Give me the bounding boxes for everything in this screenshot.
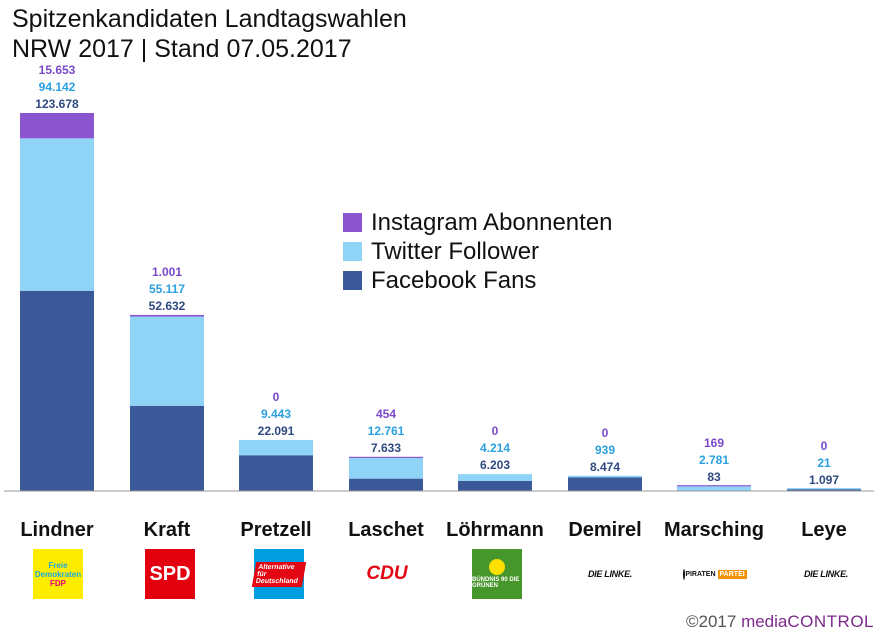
value-label-facebook-7: 83 — [707, 470, 721, 484]
value-label-facebook-4: 7.633 — [371, 441, 401, 455]
linke-logo-2: DIE LINKE. — [801, 549, 851, 599]
bar-twitter-4 — [349, 457, 423, 479]
fdp-logo-text-3: FDP — [50, 578, 66, 588]
piraten-logo: PIRATEN PARTEI — [683, 549, 747, 599]
legend-swatch-instagram — [343, 213, 362, 232]
bar-twitter-8 — [787, 488, 861, 490]
bar-facebook-5 — [458, 480, 532, 491]
bar-instagram-2 — [130, 314, 204, 317]
category-label-7: Marsching — [664, 519, 764, 541]
bar-twitter-3 — [239, 439, 313, 456]
value-label-instagram-2: 1.001 — [152, 265, 182, 279]
copyright-notice: ©2017 mediaCONTROL — [686, 612, 874, 632]
copyright-brand-2: CONTROL — [787, 612, 874, 631]
category-label-3: Pretzell — [240, 519, 311, 541]
labels-layer: 123.678 94.142 15.653 Lindner 52.632 55.117 1.… — [20, 63, 846, 541]
title-line-1: Spitzenkandidaten Landtagswahlen — [12, 5, 407, 33]
gruene-logo: BÜNDNIS 90 DIE GRÜNEN — [472, 549, 522, 599]
value-label-twitter-6: 939 — [595, 443, 615, 457]
spd-logo: SPD — [145, 549, 195, 599]
bars-layer — [20, 113, 861, 491]
bar-facebook-1 — [20, 290, 94, 491]
value-label-instagram-4: 454 — [376, 407, 396, 421]
bar-instagram-7 — [677, 485, 751, 487]
cdu-logo-text: CDU — [366, 563, 408, 584]
category-label-6: Demirel — [568, 519, 641, 541]
copyright-brand-1: media — [741, 612, 788, 631]
afd-logo-text: Alternative für Deutschland — [251, 561, 307, 587]
copyright-prefix: ©2017 — [685, 612, 742, 631]
value-label-facebook-5: 6.203 — [480, 458, 510, 472]
value-label-twitter-8: 21 — [817, 456, 831, 470]
bar-instagram-4 — [349, 456, 423, 458]
fdp-logo-text-1: Freie — [48, 560, 68, 570]
value-label-instagram-7: 169 — [704, 436, 724, 450]
piraten-logo-text: PIRATEN — [685, 570, 716, 578]
value-label-twitter-7: 2.781 — [699, 453, 729, 467]
bar-twitter-7 — [677, 486, 751, 491]
title-line-2: NRW 2017 | Stand 07.05.2017 — [12, 35, 352, 63]
value-label-facebook-8: 1.097 — [809, 473, 839, 487]
legend-label-facebook: Facebook Fans — [371, 266, 537, 294]
gruene-logo-text: BÜNDNIS 90 DIE GRÜNEN — [472, 577, 520, 589]
value-label-twitter-5: 4.214 — [480, 441, 510, 455]
bar-twitter-2 — [130, 316, 204, 406]
category-label-5: Löhrmann — [446, 519, 544, 541]
cdu-logo: CDU — [362, 549, 412, 599]
sunflower-icon — [489, 559, 505, 575]
value-label-facebook-6: 8.474 — [590, 460, 620, 474]
legend-swatch-facebook — [343, 271, 362, 290]
value-label-instagram-5: 0 — [492, 424, 499, 438]
value-label-twitter-4: 12.761 — [368, 424, 405, 438]
fdp-logo-text-2: Demokraten — [34, 569, 82, 579]
bar-facebook-4 — [349, 478, 423, 491]
bar-instagram-1 — [20, 113, 94, 139]
value-label-instagram-6: 0 — [602, 426, 609, 440]
legend-item-twitter: Twitter Follower — [343, 237, 613, 266]
piraten-sail-icon — [683, 568, 686, 580]
value-label-facebook-3: 22.091 — [258, 424, 295, 438]
value-label-twitter-1: 94.142 — [39, 80, 76, 94]
bar-twitter-1 — [20, 138, 94, 291]
chart-title: Spitzenkandidaten Landtagswahlen NRW 201… — [12, 4, 407, 64]
value-label-facebook-2: 52.632 — [149, 299, 186, 313]
category-label-1: Lindner — [20, 519, 94, 541]
value-label-instagram-1: 15.653 — [39, 63, 76, 77]
value-label-facebook-1: 123.678 — [35, 97, 79, 111]
value-label-twitter-2: 55.117 — [149, 282, 185, 296]
legend-item-facebook: Facebook Fans — [343, 266, 613, 295]
bar-facebook-6 — [568, 477, 642, 491]
category-label-8: Leye — [801, 519, 847, 541]
bar-facebook-8 — [787, 489, 861, 491]
legend-label-instagram: Instagram Abonnenten — [371, 208, 613, 236]
value-label-instagram-3: 0 — [273, 390, 280, 404]
bar-twitter-6 — [568, 475, 642, 478]
bar-twitter-5 — [458, 474, 532, 481]
value-label-instagram-8: 0 — [821, 439, 828, 453]
bar-facebook-3 — [239, 455, 313, 491]
linke-logo: DIE LINKE. — [585, 549, 635, 599]
category-label-4: Laschet — [348, 519, 424, 541]
category-label-2: Kraft — [144, 519, 191, 541]
legend-label-twitter: Twitter Follower — [371, 237, 540, 265]
fdp-logo: Freie Demokraten FDP — [33, 549, 83, 599]
afd-logo: Alternative für Deutschland — [251, 549, 307, 599]
spd-logo-text: SPD — [149, 562, 191, 585]
legend-swatch-twitter — [343, 242, 362, 261]
chart-legend: Instagram Abonnenten Twitter Follower Fa… — [343, 208, 613, 295]
linke-logo-2-text: DIE LINKE. — [803, 569, 848, 579]
bar-facebook-2 — [130, 405, 204, 491]
linke-logo-text: DIE LINKE. — [587, 569, 632, 579]
legend-item-instagram: Instagram Abonnenten — [343, 208, 613, 237]
piraten-logo-badge: PARTEI — [717, 569, 747, 579]
value-label-twitter-3: 9.443 — [261, 407, 291, 421]
